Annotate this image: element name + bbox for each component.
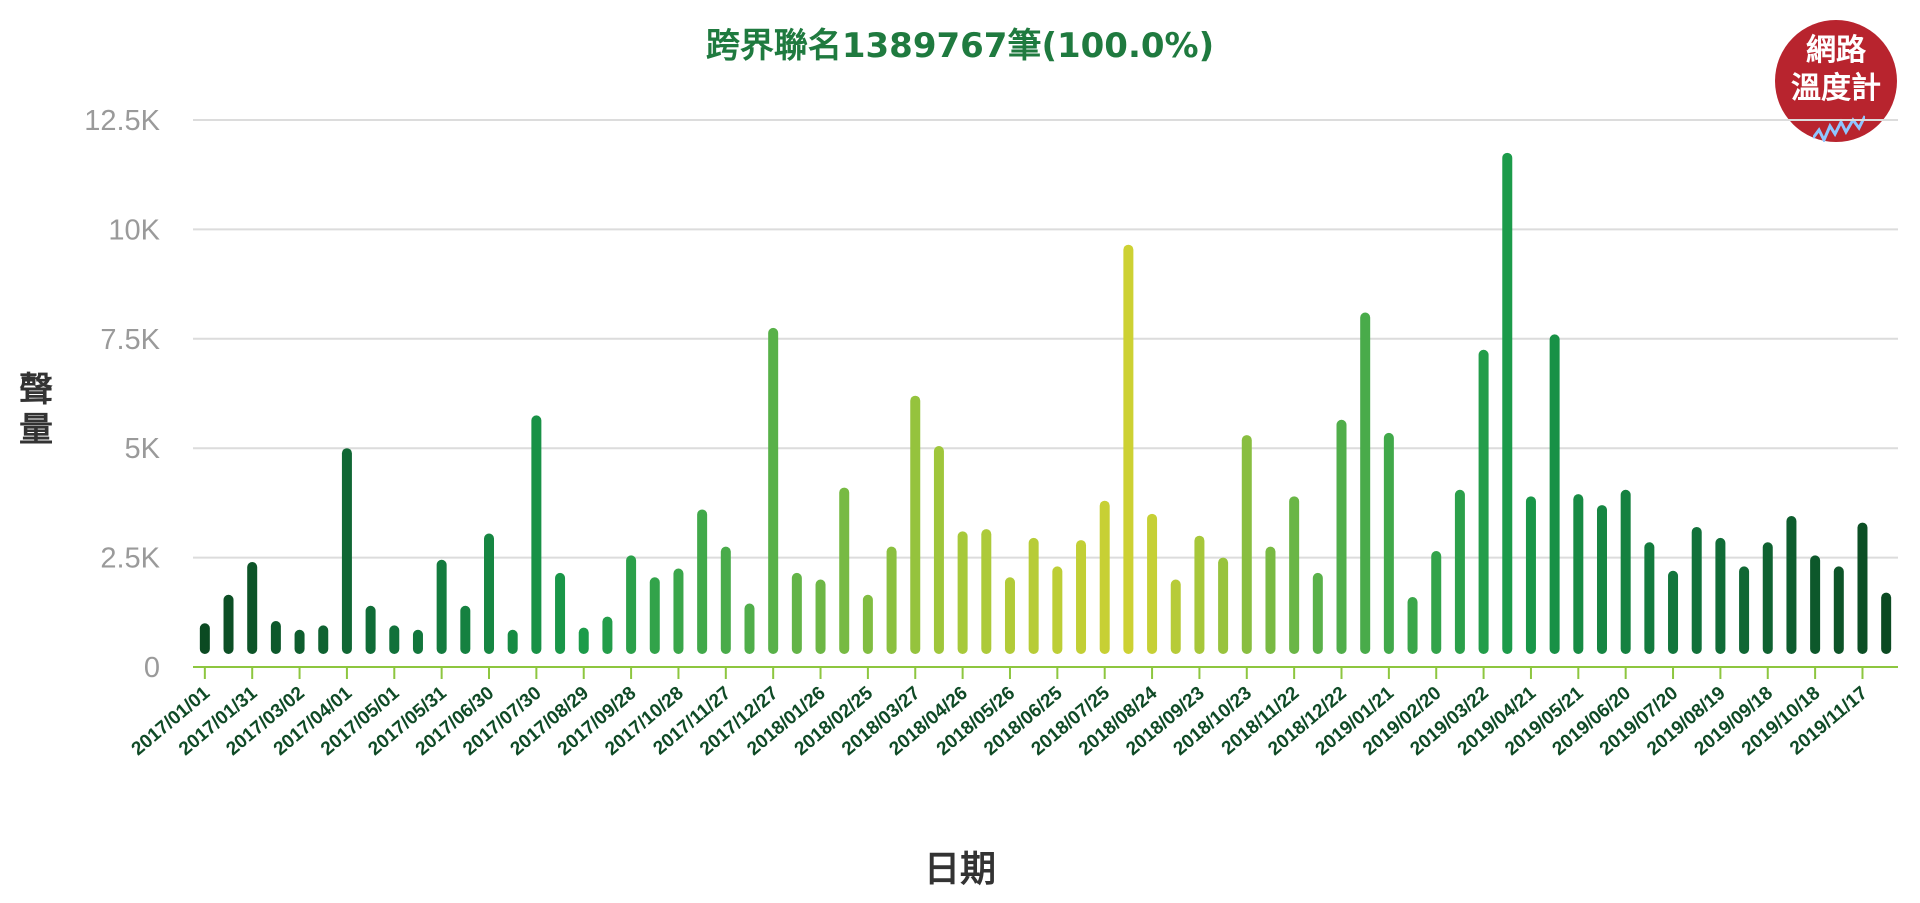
y-tick-label: 12.5K (84, 105, 160, 137)
y-tick-label: 10K (108, 214, 160, 246)
y-tick-label: 0 (144, 652, 160, 684)
logo-line-1: 網路 (1806, 33, 1866, 68)
y-tick-label: 7.5K (100, 324, 160, 356)
y-tick-label: 2.5K (100, 543, 160, 575)
chart-title: 跨界聯名1389767筆(100.0%) (705, 26, 1215, 66)
logo-line-2: 溫度計 (1791, 71, 1881, 106)
brand-logo: 網路 溫度計 (1775, 20, 1897, 142)
y-tick-label: 5K (125, 433, 161, 465)
trend-line-icon (1813, 115, 1865, 142)
y-axis-label: 聲量 (19, 370, 53, 450)
x-axis-label: 日期 (923, 849, 996, 890)
